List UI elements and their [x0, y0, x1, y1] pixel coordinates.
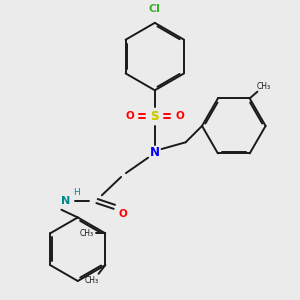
Text: Cl: Cl	[149, 4, 161, 14]
Text: CH₃: CH₃	[257, 82, 271, 91]
Text: O: O	[176, 111, 184, 121]
Text: CH₃: CH₃	[85, 276, 99, 285]
Bar	[148, 110, 161, 122]
Text: S: S	[151, 110, 159, 123]
Text: O: O	[125, 111, 134, 121]
Text: N: N	[150, 146, 160, 159]
Text: S: S	[151, 110, 159, 123]
Text: O: O	[119, 208, 128, 219]
Text: CH₃: CH₃	[80, 229, 94, 238]
Text: N: N	[61, 196, 70, 206]
Text: H: H	[74, 188, 80, 197]
